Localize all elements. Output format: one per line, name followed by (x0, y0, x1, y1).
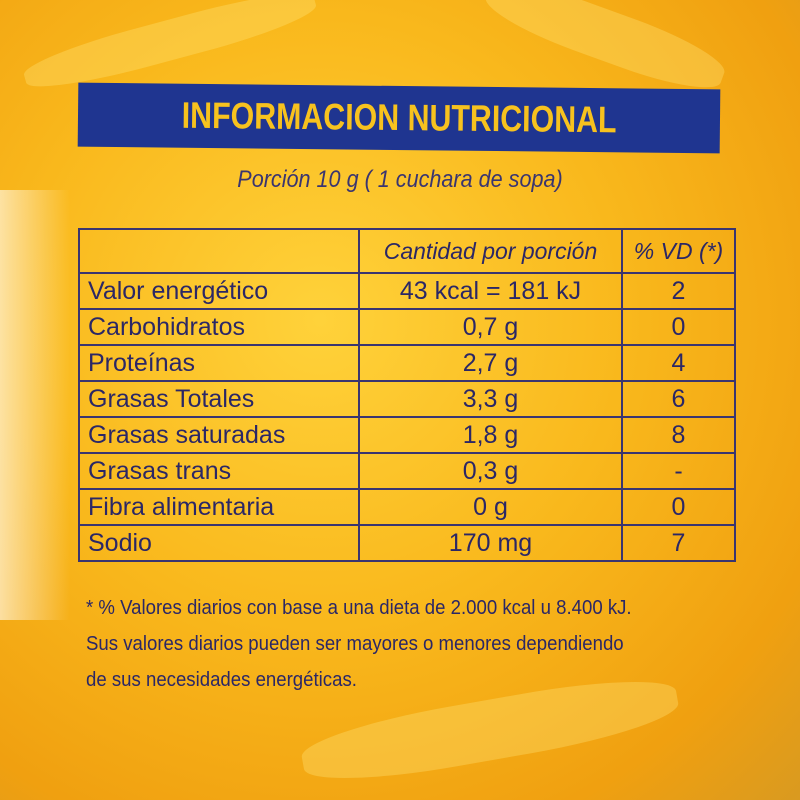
header-vd: % VD (*) (621, 228, 736, 274)
plastic-glare (0, 190, 70, 620)
table-header: Cantidad por porción % VD (*) (78, 228, 736, 274)
table-row: Grasas trans 0,3 g- (78, 452, 736, 490)
footnote-line: * % Valores diarios con base a una dieta… (86, 597, 632, 619)
portion-size: Porción 10 g ( 1 cuchara de sopa) (237, 166, 563, 193)
title-banner: INFORMACION NUTRICIONAL (77, 82, 721, 154)
title: INFORMACION NUTRICIONAL (181, 94, 617, 141)
table-row: Valor energético 43 kcal = 181 kJ 2 (78, 272, 736, 310)
footnote-line: Sus valores diarios pueden ser mayores o… (86, 633, 624, 655)
table-row: Sodio 170 mg 7 (78, 524, 736, 562)
footnote: * % Valores diarios con base a una dieta… (86, 590, 632, 698)
footnote-line: de sus necesidades energéticas. (86, 669, 357, 691)
header-amount: Cantidad por porción (358, 228, 623, 274)
cheese-shred (478, 0, 732, 102)
nutrition-table: Cantidad por porción % VD (*) Valor ener… (78, 228, 736, 562)
